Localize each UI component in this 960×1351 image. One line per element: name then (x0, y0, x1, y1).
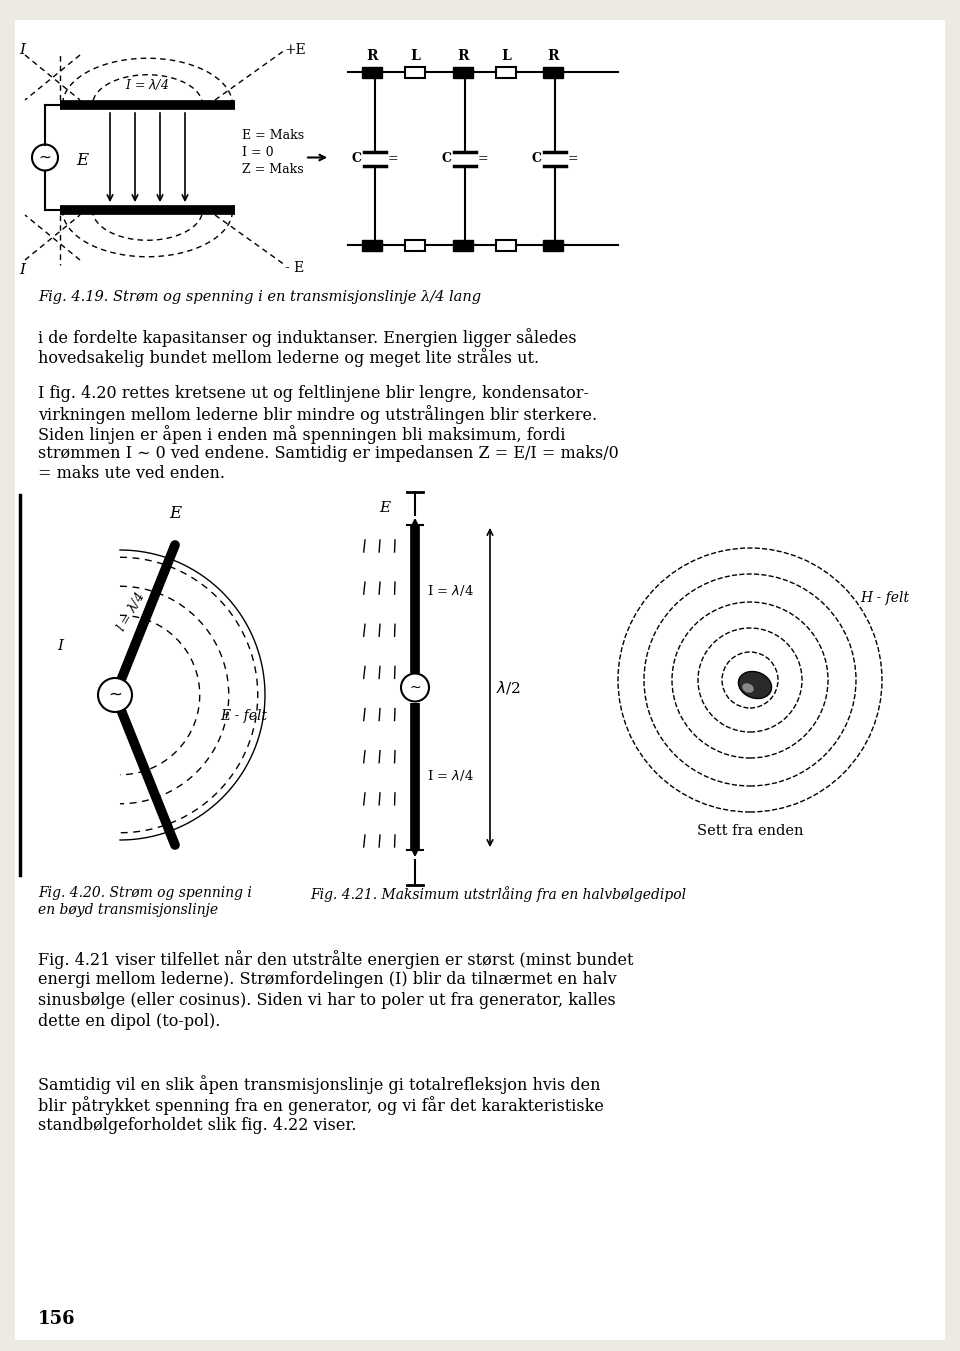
Text: =: = (568, 153, 579, 165)
Text: energi mellom lederne). Strømfordelingen (I) blir da tilnærmet en halv: energi mellom lederne). Strømfordelingen… (38, 971, 616, 988)
Text: $\lambda$/2: $\lambda$/2 (496, 680, 521, 696)
Text: H - felt: H - felt (860, 590, 909, 605)
Text: virkningen mellom lederne blir mindre og utstrålingen blir sterkere.: virkningen mellom lederne blir mindre og… (38, 405, 597, 424)
Text: I: I (57, 639, 63, 653)
Text: C: C (351, 153, 361, 165)
Circle shape (401, 674, 429, 701)
Text: Z = Maks: Z = Maks (242, 163, 303, 176)
Text: R: R (367, 49, 377, 63)
Text: E = Maks: E = Maks (242, 128, 304, 142)
Text: L: L (410, 49, 420, 63)
Text: Siden linjen er åpen i enden må spenningen bli maksimum, fordi: Siden linjen er åpen i enden må spenning… (38, 426, 565, 444)
Bar (543, 239, 563, 250)
Bar (405, 66, 425, 77)
Text: en bøyd transmisjonslinje: en bøyd transmisjonslinje (38, 902, 218, 917)
Text: Sett fra enden: Sett fra enden (697, 824, 804, 838)
Ellipse shape (742, 684, 754, 693)
Text: E: E (379, 501, 390, 515)
Text: hovedsakelig bundet mellom lederne og meget lite stråles ut.: hovedsakelig bundet mellom lederne og me… (38, 349, 540, 367)
Text: I: I (19, 263, 25, 277)
Text: i de fordelte kapasitanser og induktanser. Energien ligger således: i de fordelte kapasitanser og induktanse… (38, 328, 577, 347)
Text: I = $\lambda$/4: I = $\lambda$/4 (126, 77, 170, 92)
Text: +E: +E (284, 43, 306, 57)
Text: standbølgeforholdet slik fig. 4.22 viser.: standbølgeforholdet slik fig. 4.22 viser… (38, 1117, 356, 1133)
Bar (543, 66, 563, 77)
Text: I = 0: I = 0 (242, 146, 274, 159)
Text: ~: ~ (38, 150, 52, 165)
Text: Fig. 4.19. Strøm og spenning i en transmisjonslinje λ/4 lang: Fig. 4.19. Strøm og spenning i en transm… (38, 290, 481, 304)
Bar (453, 66, 473, 77)
Text: l = $\lambda$/4: l = $\lambda$/4 (112, 589, 147, 635)
Text: Fig. 4.20. Strøm og spenning i: Fig. 4.20. Strøm og spenning i (38, 886, 252, 900)
Text: E - felt: E - felt (220, 709, 267, 723)
Text: Samtidig vil en slik åpen transmisjonslinje gi totalrefleksjon hvis den: Samtidig vil en slik åpen transmisjonsli… (38, 1075, 601, 1094)
Text: I = $\lambda$/4: I = $\lambda$/4 (427, 767, 474, 784)
Ellipse shape (738, 671, 772, 698)
Text: I fig. 4.20 rettes kretsene ut og feltlinjene blir lengre, kondensator-: I fig. 4.20 rettes kretsene ut og feltli… (38, 385, 589, 403)
Text: - E: - E (285, 261, 304, 276)
Text: R: R (547, 49, 559, 63)
Text: 156: 156 (38, 1310, 76, 1328)
Text: ~: ~ (108, 686, 122, 704)
Text: ~: ~ (409, 681, 420, 694)
Text: I: I (19, 43, 25, 57)
Text: I = $\lambda$/4: I = $\lambda$/4 (427, 584, 474, 598)
Bar (362, 239, 382, 250)
Text: = maks ute ved enden.: = maks ute ved enden. (38, 465, 225, 482)
Text: strømmen I ∼ 0 ved endene. Samtidig er impedansen Z = E/I = maks/0: strømmen I ∼ 0 ved endene. Samtidig er i… (38, 444, 619, 462)
Text: E: E (76, 153, 88, 169)
Text: sinusbølge (eller cosinus). Siden vi har to poler ut fra generator, kalles: sinusbølge (eller cosinus). Siden vi har… (38, 992, 615, 1009)
Bar (496, 239, 516, 250)
Text: E: E (169, 505, 181, 521)
FancyBboxPatch shape (15, 20, 945, 1340)
Bar (453, 239, 473, 250)
Text: R: R (457, 49, 468, 63)
Text: L: L (501, 49, 511, 63)
Text: Fig. 4.21 viser tilfellet når den utstrålte energien er størst (minst bundet: Fig. 4.21 viser tilfellet når den utstrå… (38, 950, 634, 969)
Circle shape (98, 678, 132, 712)
Text: C: C (441, 153, 451, 165)
Text: C: C (531, 153, 541, 165)
Bar (496, 66, 516, 77)
Text: =: = (388, 153, 398, 165)
Text: Fig. 4.21. Maksimum utstrlåing fra en halvbølgedipol: Fig. 4.21. Maksimum utstrlåing fra en ha… (310, 886, 686, 902)
Bar (405, 239, 425, 250)
Text: blir påtrykket spenning fra en generator, og vi får det karakteristiske: blir påtrykket spenning fra en generator… (38, 1096, 604, 1115)
Text: dette en dipol (to-pol).: dette en dipol (to-pol). (38, 1013, 221, 1029)
Bar (362, 66, 382, 77)
Text: =: = (478, 153, 489, 165)
